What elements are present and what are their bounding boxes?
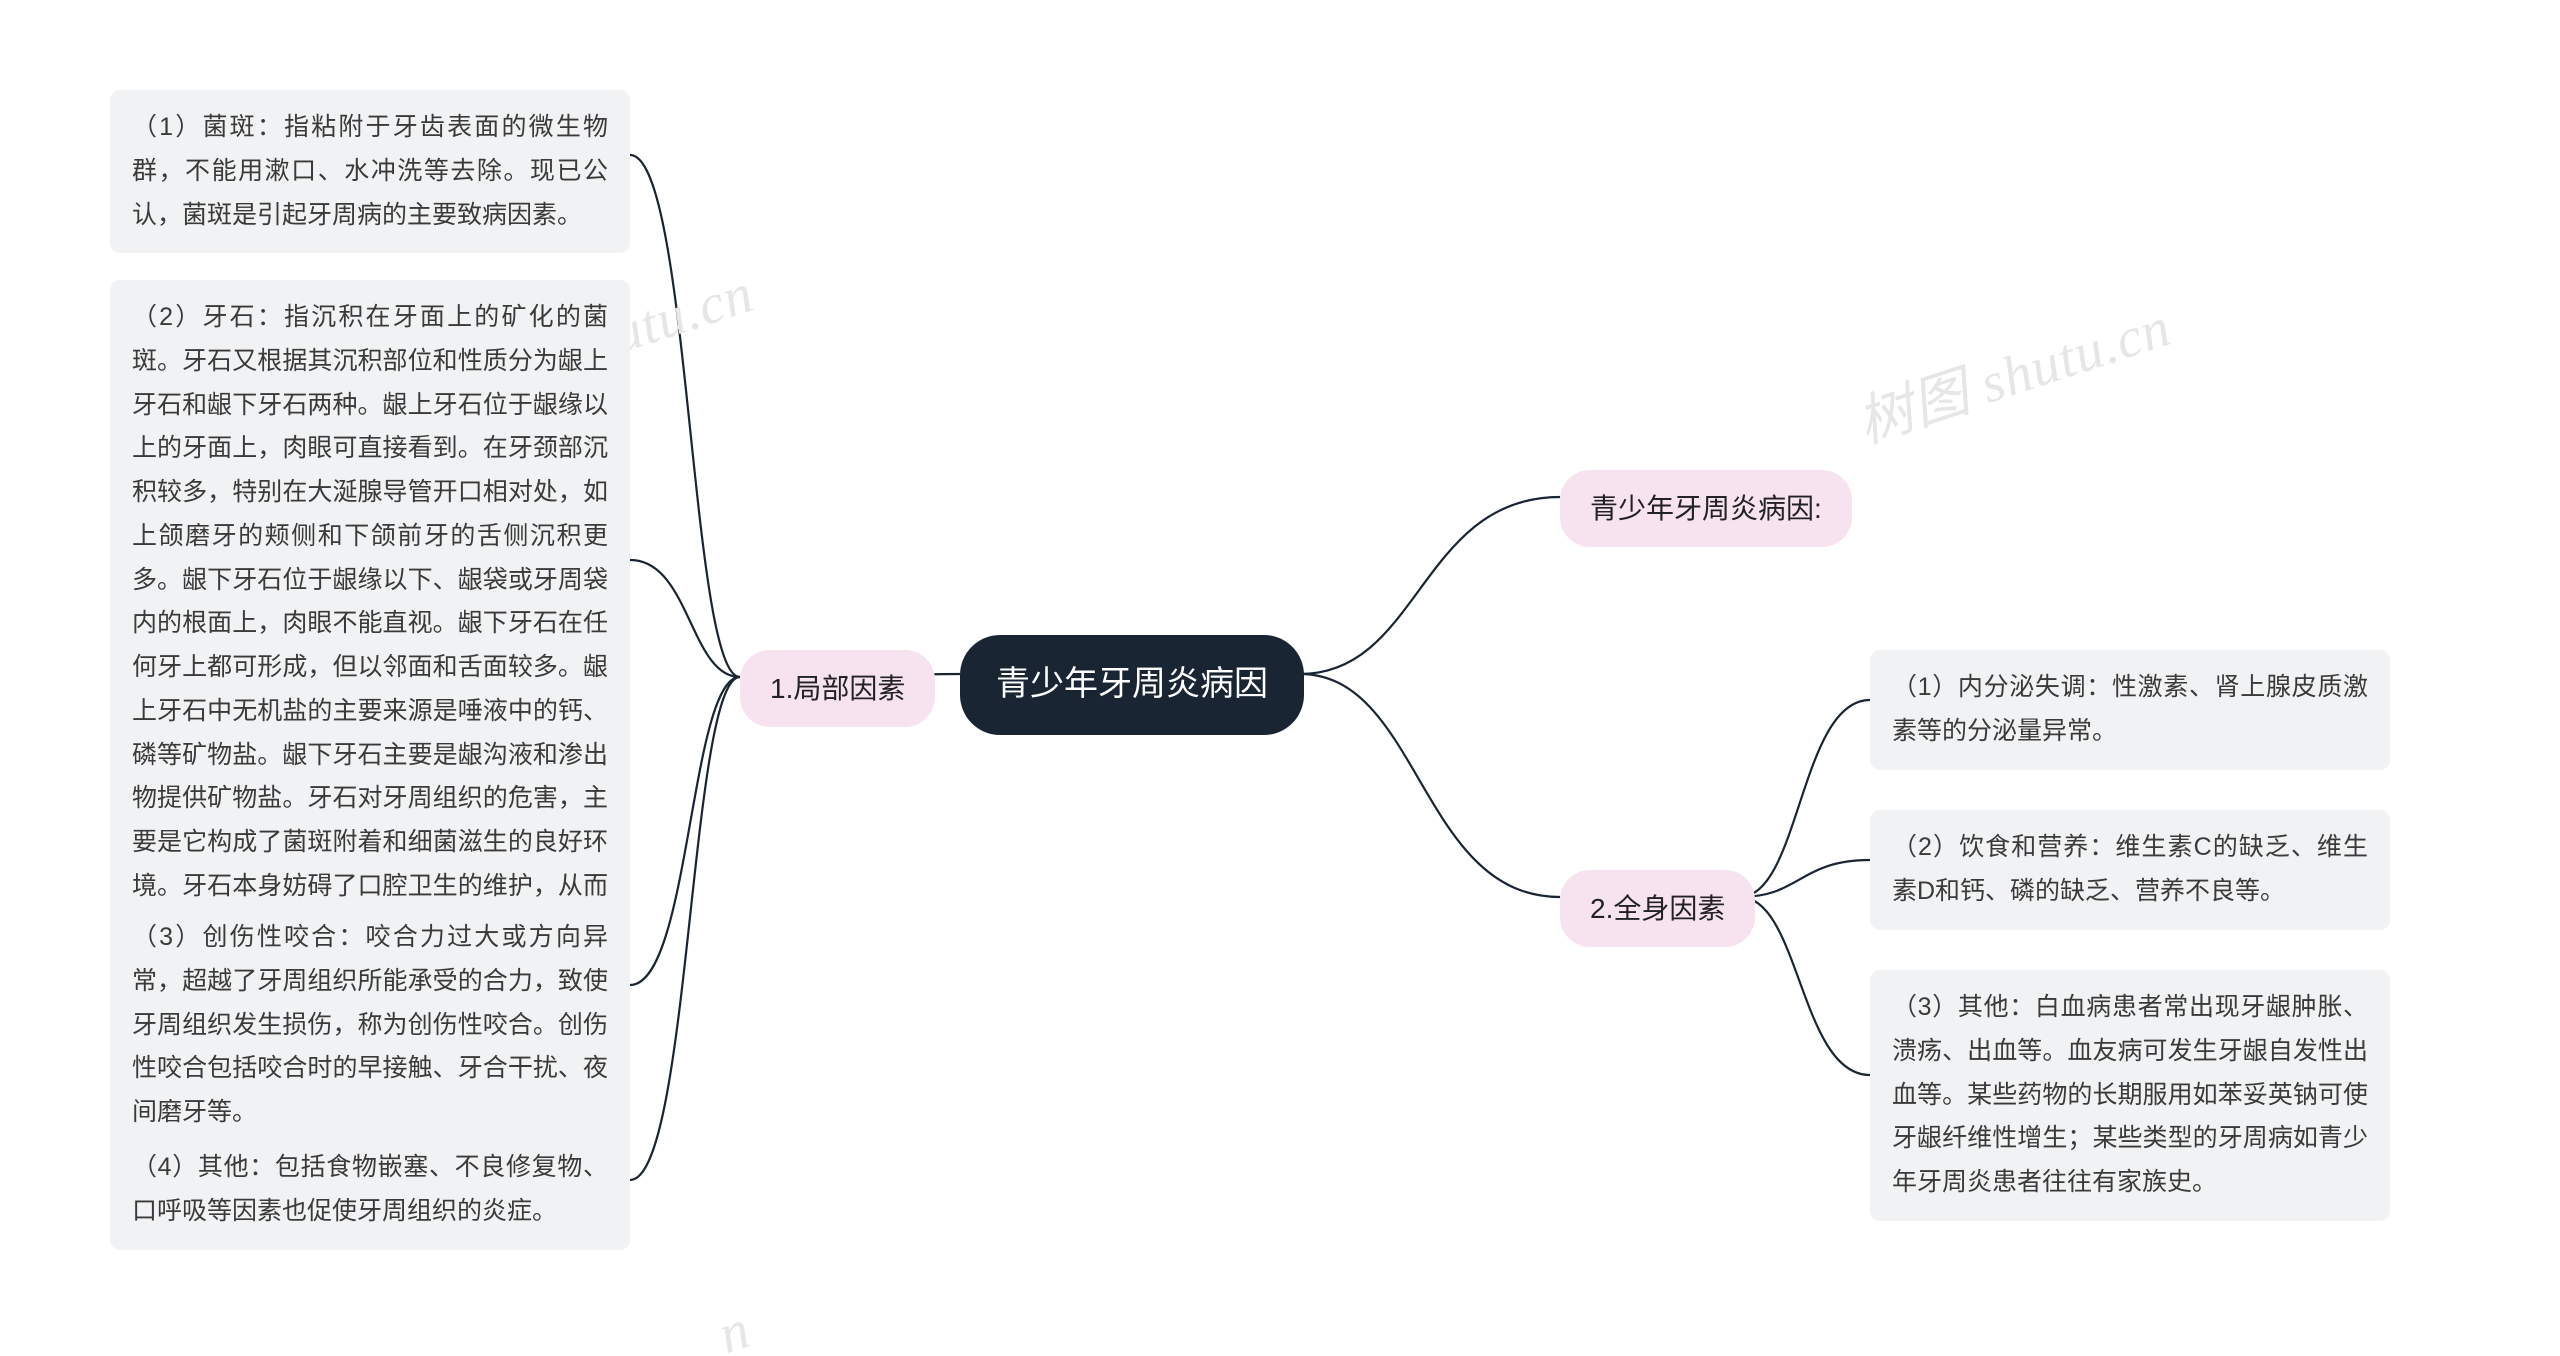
- branch-systemic-factors[interactable]: 2.全身因素: [1560, 870, 1755, 947]
- leaf-other-local[interactable]: （4）其他：包括食物嵌塞、不良修复物、口呼吸等因素也促使牙周组织的炎症。: [110, 1130, 630, 1250]
- leaf-trauma-occlusion[interactable]: （3）创伤性咬合：咬合力过大或方向异常，超越了牙周组织所能承受的合力，致使牙周组…: [110, 900, 630, 1151]
- branch-title-repeat[interactable]: 青少年牙周炎病因:: [1560, 470, 1852, 547]
- leaf-endocrine[interactable]: （1）内分泌失调：性激素、肾上腺皮质激素等的分泌量异常。: [1870, 650, 2390, 770]
- watermark: 树图 shutu.cn: [1845, 282, 2179, 460]
- mindmap-canvas: 树图 shutu.cn shutu.cn n 青少年牙周炎病因 1.局部因素 （…: [0, 0, 2560, 1356]
- root-node[interactable]: 青少年牙周炎病因: [960, 635, 1304, 735]
- leaf-plaque[interactable]: （1）菌斑：指粘附于牙齿表面的微生物群，不能用漱口、水冲洗等去除。现已公认，菌斑…: [110, 90, 630, 253]
- watermark: n: [711, 1297, 758, 1356]
- leaf-nutrition[interactable]: （2）饮食和营养：维生素C的缺乏、维生素D和钙、磷的缺乏、营养不良等。: [1870, 810, 2390, 930]
- leaf-other-systemic[interactable]: （3）其他：白血病患者常出现牙龈肿胀、溃疡、出血等。血友病可发生牙龈自发性出血等…: [1870, 970, 2390, 1221]
- branch-local-factors[interactable]: 1.局部因素: [740, 650, 935, 727]
